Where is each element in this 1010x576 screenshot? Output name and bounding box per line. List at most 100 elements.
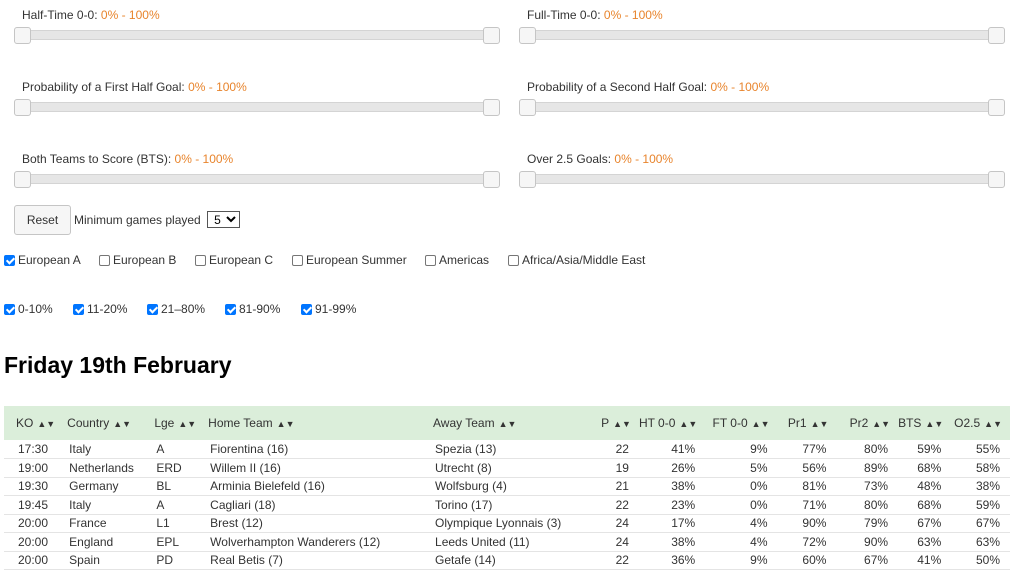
checkbox-checked[interactable] (4, 303, 15, 315)
cell-ht: 36% (671, 553, 696, 568)
slider-title: Half-Time 0-0: (22, 8, 98, 22)
column-header-ht-00[interactable]: HT 0-0 ▲▼ (638, 416, 698, 430)
cell-ko: 17:30 (18, 442, 49, 456)
cell-home-team: Cagliari (18) (210, 497, 276, 512)
band-checkbox-21-80[interactable]: 21–80% (147, 302, 205, 316)
table-row[interactable]: 20:00 England EPL Wolverhampton Wanderers (… (4, 533, 1010, 551)
checkbox-checked[interactable] (301, 303, 312, 315)
checkbox-unchecked[interactable] (99, 254, 110, 266)
min-games-select[interactable]: 5 (207, 211, 241, 228)
cell-home-team: Fiorentina (16) (210, 442, 289, 456)
band-checkbox-81-90[interactable]: 81-90% (225, 302, 280, 316)
slider-track[interactable] (14, 171, 500, 188)
region-checkbox-european-a[interactable]: European A (4, 253, 81, 267)
cell-ft: 4% (750, 534, 768, 549)
cell-league: A (156, 442, 165, 456)
band-checkbox-0-10[interactable]: 0-10% (4, 302, 53, 316)
checkbox-unchecked[interactable] (292, 254, 303, 266)
sort-icon: ▲▼ (679, 419, 698, 429)
slider-max-handle[interactable] (483, 27, 500, 44)
cell-ht: 23% (671, 497, 696, 512)
column-header-lge[interactable]: Lge ▲▼ (154, 416, 197, 430)
cell-ht: 38% (671, 479, 696, 494)
fixtures-table: KO ▲▼ Country ▲▼ Lge ▲▼ Home Team ▲▼ Away Te… (4, 406, 1010, 570)
cell-pr2: 89% (864, 460, 889, 475)
table-row[interactable]: 17:30 Italy A Fiorentina (16) Spezia (13) 22… (4, 440, 1010, 459)
cell-country: Italy (69, 442, 92, 456)
reset-button[interactable]: Reset (14, 205, 71, 235)
fixtures-table-wrap: KO ▲▼ Country ▲▼ Lge ▲▼ Home Team ▲▼ Away Te… (4, 406, 1010, 570)
column-header-pr2[interactable]: Pr2 ▲▼ (849, 416, 891, 430)
checkbox-label: European Summer (306, 253, 407, 267)
cell-o25: 67% (975, 516, 1000, 531)
checkbox-checked[interactable] (147, 303, 158, 315)
checkbox-unchecked[interactable] (195, 254, 206, 266)
region-checkbox-european-b[interactable]: European B (99, 253, 176, 267)
slider-min-handle[interactable] (519, 27, 536, 44)
cell-ko: 20:00 (18, 534, 49, 549)
checkbox-checked[interactable] (225, 303, 236, 315)
cell-pr1: 71% (802, 497, 827, 512)
cell-league: BL (156, 479, 171, 494)
region-checkbox-european-summer[interactable]: European Summer (292, 253, 407, 267)
cell-pr2: 73% (864, 479, 889, 494)
table-row[interactable]: 19:00 Netherlands ERD Willem II (16) Utrecht… (4, 459, 1010, 477)
slider-max-handle[interactable] (483, 171, 500, 188)
slider-min-handle[interactable] (519, 99, 536, 116)
slider-max-handle[interactable] (988, 27, 1005, 44)
cell-ht: 38% (671, 534, 696, 549)
table-row[interactable]: 19:45 Italy A Cagliari (18) Torino (17) 22 23… (4, 496, 1010, 514)
column-header-country[interactable]: Country ▲▼ (67, 416, 132, 430)
sort-icon: ▲▼ (178, 419, 197, 429)
table-row[interactable]: 20:00 Spain PD Real Betis (7) Getafe (14) 22… (4, 551, 1010, 570)
column-header-away-team[interactable]: Away Team ▲▼ (433, 416, 517, 430)
band-checkbox-11-20[interactable]: 11-20% (73, 302, 127, 316)
slider-min-handle[interactable] (14, 171, 31, 188)
slider-track[interactable] (519, 27, 1005, 44)
cell-pr1: 81% (802, 479, 827, 494)
column-header-bts[interactable]: BTS ▲▼ (898, 416, 944, 430)
column-header-ko[interactable]: KO ▲▼ (16, 416, 56, 430)
slider-title: Over 2.5 Goals: (527, 152, 612, 166)
slider-max-handle[interactable] (988, 99, 1005, 116)
slider-track[interactable] (519, 99, 1005, 116)
column-header-ft-00[interactable]: FT 0-0 ▲▼ (712, 416, 770, 430)
cell-p: 22 (615, 442, 629, 456)
slider-max-handle[interactable] (988, 171, 1005, 188)
band-checkbox-91-99[interactable]: 91-99% (301, 302, 356, 316)
cell-pr1: 56% (802, 460, 827, 475)
cell-league: EPL (156, 534, 179, 549)
slider-min-handle[interactable] (14, 27, 31, 44)
cell-pr2: 80% (864, 497, 889, 512)
slider-title: Both Teams to Score (BTS): (22, 152, 172, 166)
region-checkbox-africa-asia-middle-east[interactable]: Africa/Asia/Middle East (508, 253, 645, 267)
column-header-o25[interactable]: O2.5 ▲▼ (954, 416, 1002, 430)
cell-pr2: 79% (864, 516, 889, 531)
slider-track[interactable] (519, 171, 1005, 188)
checkbox-label: 0-10% (18, 302, 53, 316)
slider-max-handle[interactable] (483, 99, 500, 116)
sort-icon: ▲▼ (872, 419, 891, 429)
column-header-pr1[interactable]: Pr1 ▲▼ (787, 416, 829, 430)
region-checkbox-european-c[interactable]: European C (195, 253, 273, 267)
slider-min-handle[interactable] (519, 171, 536, 188)
cell-o25: 63% (975, 534, 1000, 549)
slider-min-handle[interactable] (14, 99, 31, 116)
column-header-home-team[interactable]: Home Team ▲▼ (208, 416, 295, 430)
table-row[interactable]: 20:00 France L1 Brest (12) Olympique Lyonnai… (4, 514, 1010, 533)
checkbox-label: 81-90% (239, 302, 281, 316)
checkbox-unchecked[interactable] (508, 254, 519, 266)
cell-ft: 9% (750, 442, 768, 456)
region-checkbox-americas[interactable]: Americas (425, 253, 489, 267)
checkbox-unchecked[interactable] (425, 254, 436, 266)
table-row[interactable]: 19:30 Germany BL Arminia Bielefeld (16) Wolf… (4, 477, 1010, 496)
column-header-p[interactable]: P ▲▼ (601, 416, 631, 430)
cell-p: 24 (615, 534, 629, 549)
checkbox-checked[interactable] (73, 303, 84, 315)
checkbox-checked[interactable] (4, 254, 15, 266)
slider-title: Probability of a First Half Goal: (22, 80, 185, 94)
slider-track[interactable] (14, 27, 500, 44)
cell-ft: 4% (750, 516, 768, 531)
slider-track[interactable] (14, 99, 500, 116)
cell-away-team: Utrecht (8) (435, 460, 492, 475)
